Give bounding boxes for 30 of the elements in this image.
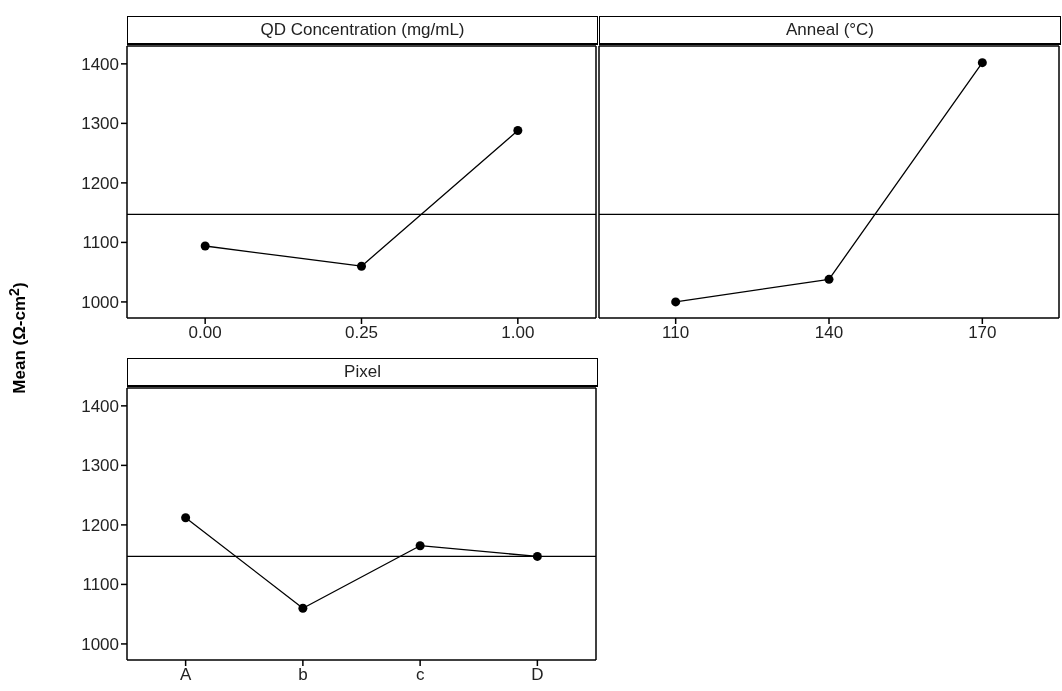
point	[357, 261, 366, 271]
point	[513, 126, 523, 136]
chart-title: Pixel	[127, 358, 598, 387]
y-tick-label: 1300	[81, 456, 119, 476]
x-tick-label: A	[179, 665, 192, 685]
y-tick-label: 1000	[81, 634, 119, 654]
x-tick-label: 0.25	[344, 323, 379, 343]
y-tick-label: 1000	[81, 292, 119, 312]
x-tick-label: 170	[968, 323, 997, 343]
point	[200, 241, 210, 251]
point	[181, 513, 191, 523]
y-tick-label: 1400	[81, 54, 119, 74]
x-tick-label: 0.00	[188, 323, 222, 343]
y-tick-label: 1100	[82, 575, 119, 595]
x-tick-label: c	[415, 665, 425, 685]
x-tick-label: 140	[814, 323, 844, 343]
point	[415, 541, 425, 551]
y-tick-label: 1200	[81, 515, 119, 535]
x-tick-label: 1.00	[501, 323, 535, 343]
y-tick-label: 1400	[81, 396, 119, 416]
y-tick-label: 1300	[81, 114, 119, 134]
chart-title: Anneal (°C)	[599, 16, 1061, 45]
x-tick-label: b	[298, 665, 308, 685]
y-tick-label: 1200	[81, 173, 119, 193]
point	[532, 551, 542, 561]
point	[298, 603, 308, 613]
x-tick-label: 110	[662, 323, 690, 343]
x-tick-label: D	[531, 665, 544, 685]
y-tick-label: 1100	[82, 233, 119, 253]
chart-title: QD Concentration (mg/mL)	[127, 16, 598, 45]
